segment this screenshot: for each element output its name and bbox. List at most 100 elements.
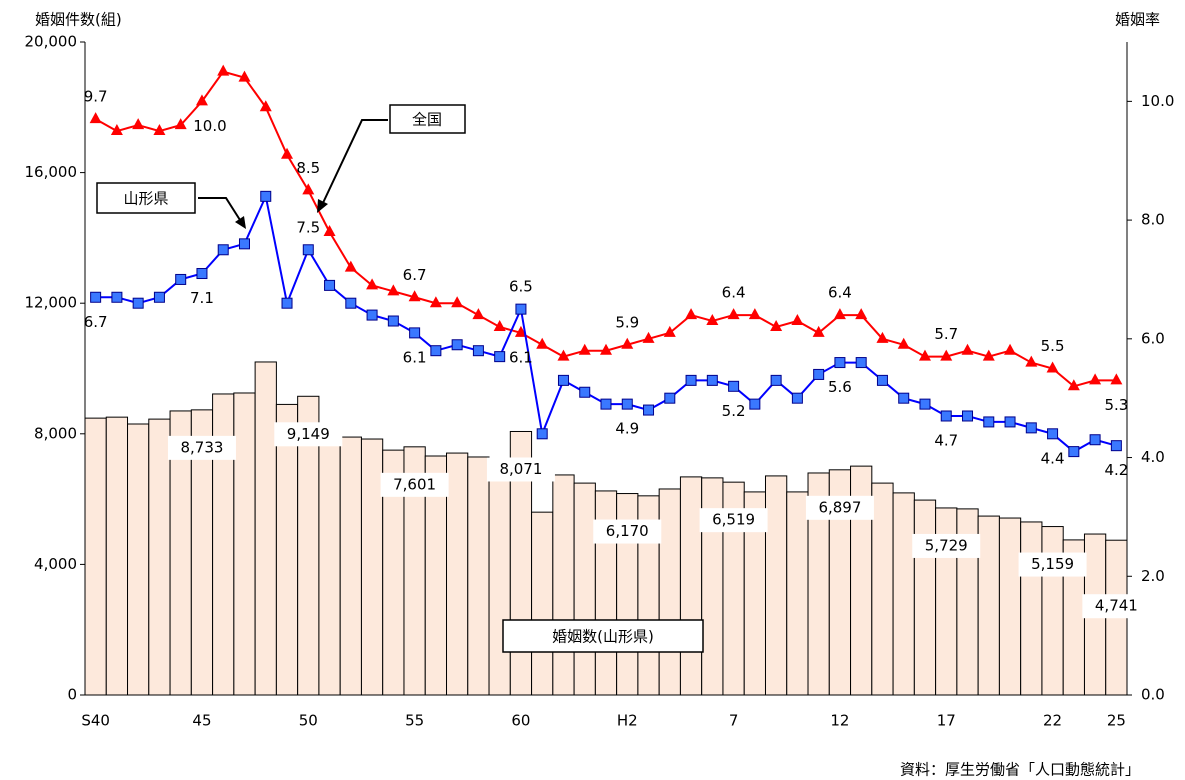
y-axis-title: 婚姻件数(組) [35, 11, 122, 29]
bar [488, 461, 511, 696]
marker [983, 416, 995, 428]
marker [302, 244, 314, 256]
marker [153, 291, 165, 303]
bar [786, 491, 809, 696]
marker [514, 325, 527, 337]
marker [175, 273, 187, 285]
y-tick-label: 4,000 [34, 555, 77, 573]
data-label: 6.4 [722, 284, 746, 302]
marker [281, 297, 293, 309]
marker [217, 64, 230, 76]
marker [770, 319, 783, 331]
y2-tick-label: 2.0 [1141, 567, 1165, 585]
data-label: 6.1 [403, 348, 427, 366]
marker [897, 337, 910, 349]
data-label: 6,897 [818, 498, 861, 516]
y-tick-label: 12,000 [25, 294, 78, 312]
bar [531, 511, 554, 696]
marker [961, 343, 974, 355]
line [95, 70, 1117, 388]
label-bg [593, 519, 662, 544]
x-tick-label: 12 [830, 712, 849, 730]
marker [834, 357, 846, 369]
series-label: 山形県 [123, 190, 168, 208]
marker [259, 100, 272, 112]
bar [254, 361, 277, 696]
bar [318, 426, 341, 696]
marker [578, 343, 591, 355]
bar [233, 392, 256, 696]
data-label: 6.7 [84, 313, 108, 331]
label-bg [1082, 594, 1151, 619]
data-label: 4,741 [1095, 597, 1138, 615]
bar [977, 515, 1000, 696]
bar [127, 423, 150, 696]
marker [430, 345, 442, 357]
marker [1004, 416, 1016, 428]
marker [898, 392, 910, 404]
marker [408, 290, 421, 302]
marker [918, 349, 931, 361]
label-bg [1018, 552, 1087, 577]
marker [876, 331, 889, 343]
marker [919, 398, 931, 410]
marker [855, 357, 867, 369]
marker [664, 392, 676, 404]
marker [1089, 373, 1102, 385]
y-tick-label: 8,000 [34, 424, 77, 442]
marker [833, 308, 846, 320]
bar [446, 452, 469, 696]
x-tick-label: 55 [405, 712, 424, 730]
marker [1068, 446, 1080, 458]
marker [685, 308, 698, 320]
data-label: 8.5 [296, 159, 320, 177]
marker [472, 308, 485, 320]
series-label: 婚姻数(山形県) [552, 628, 654, 646]
marker [515, 303, 527, 315]
data-label: 5.9 [615, 313, 639, 331]
bar [573, 482, 596, 696]
marker [663, 325, 676, 337]
data-label: 6,519 [712, 511, 755, 529]
marker [281, 147, 294, 159]
marker [366, 309, 378, 321]
marker [855, 308, 868, 320]
marker [90, 291, 102, 303]
marker [1110, 373, 1123, 385]
data-label: 5,159 [1031, 555, 1074, 573]
marker [536, 337, 549, 349]
y2-axis-title: 婚姻率 [1115, 11, 1160, 29]
marker [1025, 355, 1038, 367]
bar [658, 488, 681, 696]
marker [813, 368, 825, 380]
data-label: 5,729 [925, 536, 968, 554]
marker [345, 297, 357, 309]
data-label: 4.4 [1041, 449, 1065, 467]
x-tick-label: 7 [729, 712, 739, 730]
marker [238, 238, 250, 250]
marker [387, 315, 399, 327]
marker [302, 183, 315, 195]
bar [552, 474, 575, 696]
data-label: 6.4 [828, 284, 852, 302]
arrow [321, 119, 388, 206]
bar [360, 438, 384, 696]
x-tick-label: 60 [511, 712, 530, 730]
marker [110, 124, 123, 136]
data-label: 8,071 [499, 460, 542, 478]
data-label: 4.7 [934, 431, 958, 449]
marker [791, 314, 804, 326]
bar [913, 499, 937, 696]
bar [1020, 521, 1043, 696]
x-tick-label: 25 [1107, 712, 1126, 730]
x-tick-label: H2 [617, 712, 638, 730]
bar [998, 517, 1022, 696]
marker [876, 374, 888, 386]
arrow [198, 197, 241, 221]
data-label: 4.9 [615, 420, 639, 438]
data-label: 6,170 [606, 522, 649, 540]
bar [105, 416, 129, 696]
data-label: 5.3 [1104, 396, 1128, 414]
marker [1089, 434, 1101, 446]
